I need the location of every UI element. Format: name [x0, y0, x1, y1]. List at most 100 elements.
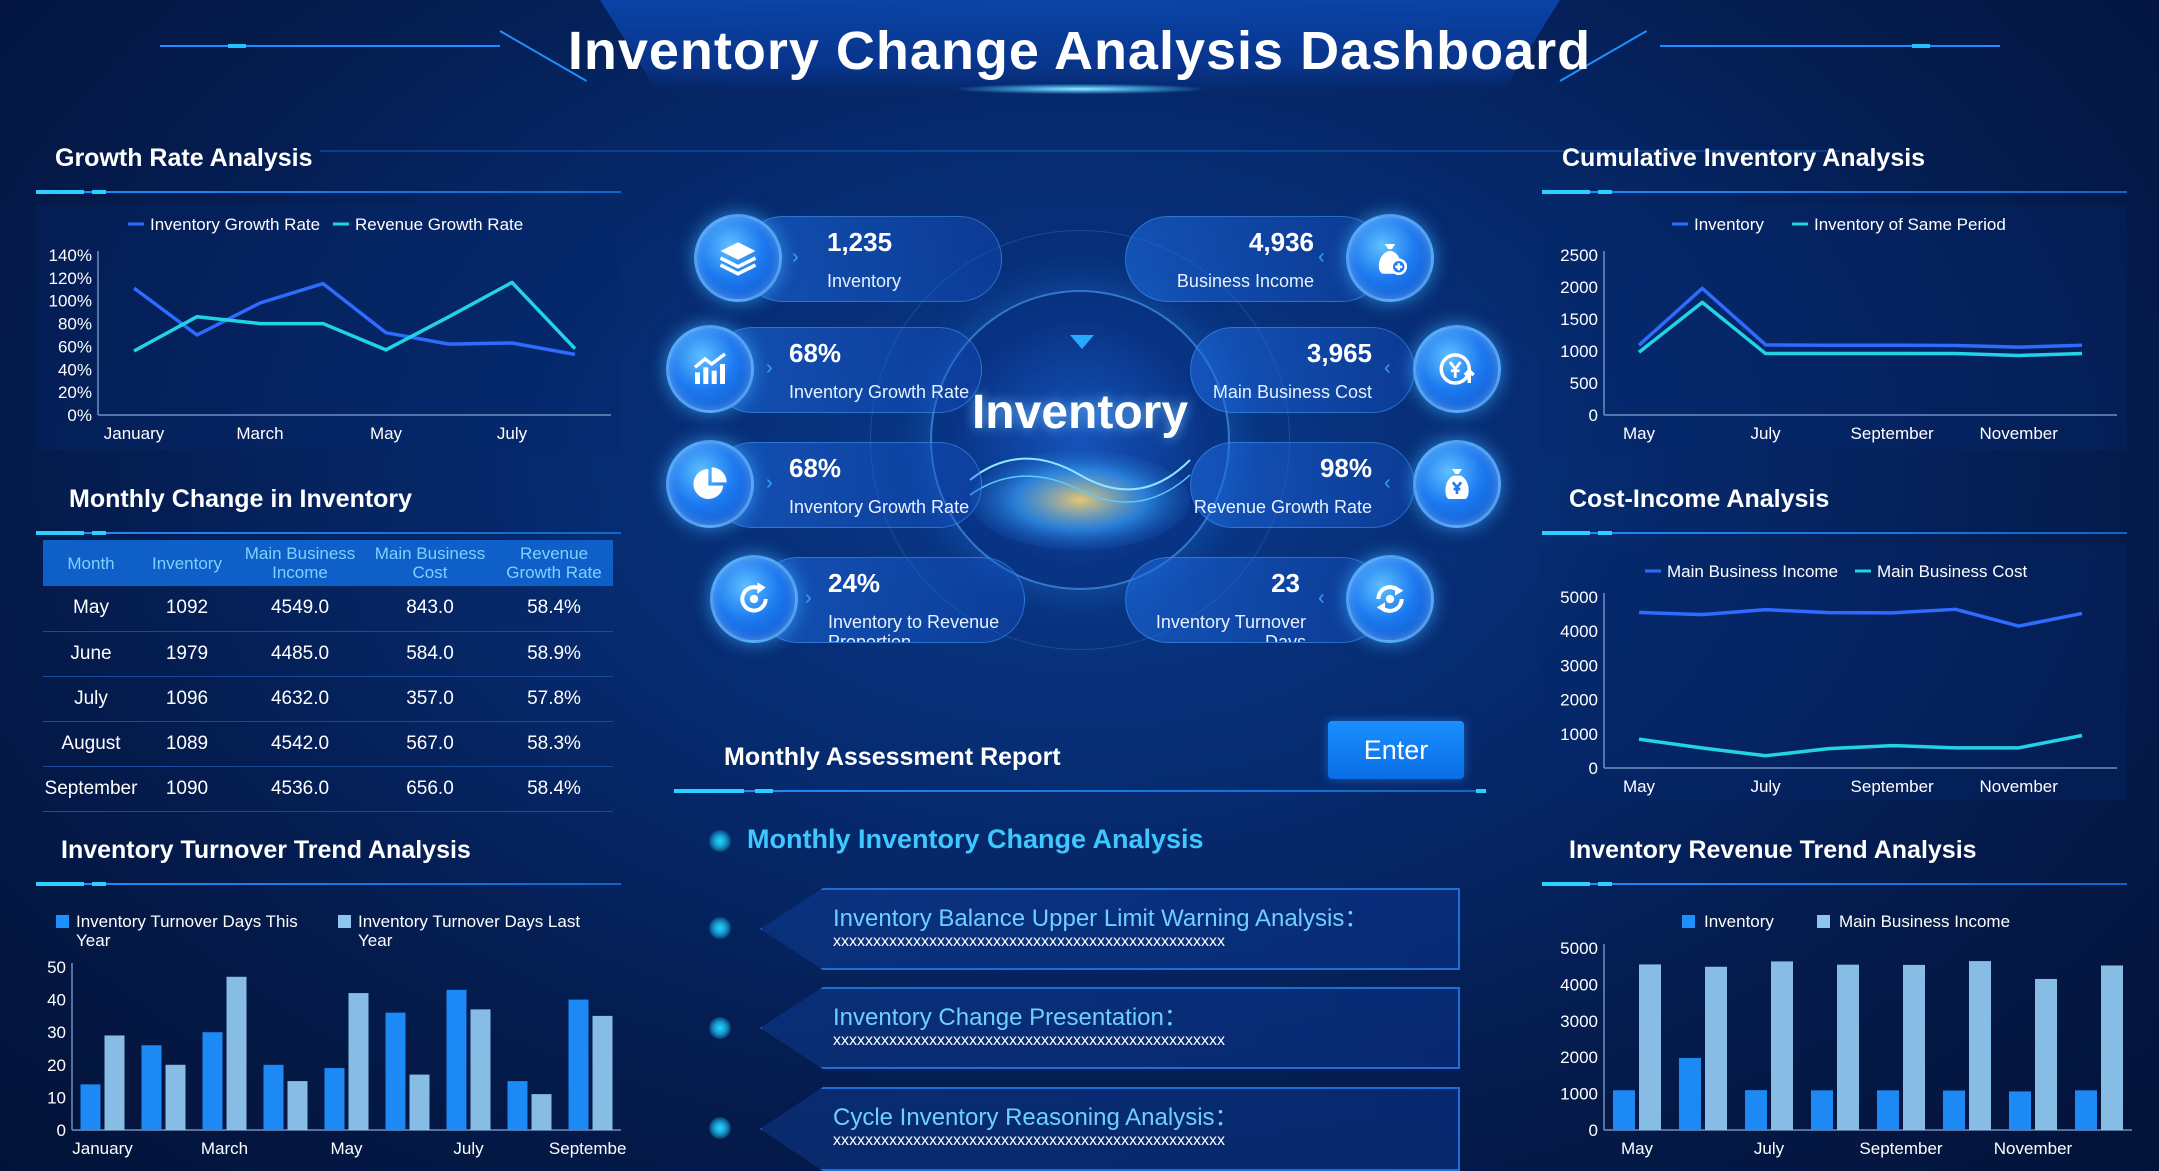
- legend-label: Main Business Income: [1839, 912, 2010, 931]
- cumulative-inventory-chart: 0 500 1000 1500 2000 2500 Inventory Inventory o…: [1560, 215, 2117, 443]
- y-tick-label: 0: [1589, 1121, 1598, 1140]
- report-item-card[interactable]: [760, 1087, 1460, 1171]
- x-tick-label: March: [201, 1139, 248, 1158]
- bar: [507, 1081, 528, 1130]
- bar: [1639, 964, 1661, 1130]
- refresh-cycle-icon[interactable]: [710, 555, 798, 643]
- cell-inventory: 1090: [139, 766, 235, 812]
- bar: [470, 1009, 491, 1130]
- money-bag-icon[interactable]: [1346, 214, 1434, 302]
- chevron-left-icon: ‹: [1318, 587, 1325, 609]
- bar: [1837, 964, 1859, 1130]
- bar: [324, 1068, 345, 1130]
- legend-swatch: [56, 915, 69, 928]
- yen-up-icon[interactable]: [1413, 325, 1501, 413]
- bar: [287, 1081, 308, 1130]
- kpi-inventory-growth-card-2[interactable]: 68% Inventory Growth Rate: [710, 442, 982, 528]
- bar: [531, 1094, 552, 1130]
- kpi-inventory-revenue-proportion-card[interactable]: 24% Inventory to Revenue Proportion: [755, 557, 1025, 643]
- y-tick-label: 140%: [49, 246, 92, 265]
- x-tick-label: January: [104, 424, 165, 443]
- pie-chart-icon[interactable]: [666, 440, 754, 528]
- cell-cost: 843.0: [365, 586, 495, 632]
- bar: [104, 1035, 125, 1130]
- x-tick-label: July: [497, 424, 528, 443]
- legend-swatch: [1682, 915, 1695, 928]
- enter-button[interactable]: Enter: [1328, 721, 1464, 779]
- col-revenue-growth-rate: Revenue Growth Rate: [495, 540, 613, 586]
- bar: [409, 1074, 430, 1130]
- bar: [1745, 1090, 1767, 1130]
- kpi-label: Inventory Growth Rate: [789, 382, 970, 402]
- report-item-text: xxxxxxxxxxxxxxxxxxxxxxxxxxxxxxxxxxxxxxxx…: [833, 1132, 1225, 1149]
- page-title: Inventory Change Analysis Dashboard: [567, 21, 1592, 81]
- y-tick-label: 80%: [58, 315, 92, 334]
- kpi-inventory-growth-card[interactable]: 68% Inventory Growth Rate: [710, 327, 982, 413]
- y-tick-label: 40%: [58, 360, 92, 379]
- kpi-label: Inventory Turnover Days: [1155, 612, 1306, 643]
- cell-growth: 58.4%: [495, 766, 613, 812]
- report-item-title: Inventory Change Presentation：: [833, 1004, 1188, 1031]
- bar: [1811, 1090, 1833, 1130]
- kpi-turnover-days-card[interactable]: 23 Inventory Turnover Days: [1125, 557, 1385, 643]
- kpi-revenue-growth-card[interactable]: 98% Revenue Growth Rate: [1190, 442, 1415, 528]
- cost-income-title: Cost-Income Analysis: [1569, 485, 1830, 513]
- report-item-card[interactable]: [760, 888, 1460, 970]
- header-arc-line: [320, 150, 1840, 152]
- table-row: August 1089 4542.0 567.0 58.3%: [43, 721, 613, 767]
- legend-swatch: [1817, 915, 1830, 928]
- cell-growth: 58.3%: [495, 721, 613, 767]
- yen-bag-icon[interactable]: [1413, 440, 1501, 528]
- center-wave-graphic: [969, 450, 1191, 550]
- bar: [2035, 978, 2057, 1130]
- y-tick-label: 20: [47, 1056, 66, 1075]
- kpi-value: 3,965: [1306, 338, 1372, 368]
- layers-icon[interactable]: [694, 214, 782, 302]
- section-tick-small: [1598, 190, 1612, 194]
- bar: [2101, 965, 2123, 1130]
- header-deco-dash-right: [1912, 44, 1930, 48]
- bar: [1877, 1090, 1899, 1130]
- kpi-value: 98%: [1319, 453, 1372, 483]
- section-tick-small: [1598, 882, 1612, 886]
- y-tick-label: 500: [1570, 374, 1598, 393]
- kpi-value: 4,936: [1248, 227, 1314, 257]
- table-row: September 1090 4536.0 656.0 58.4%: [43, 766, 613, 812]
- section-tick: [1542, 882, 1590, 886]
- section-underline: [674, 790, 1486, 792]
- y-tick-label: 50: [47, 958, 66, 977]
- bar: [226, 976, 247, 1130]
- growth-chart-icon[interactable]: [666, 325, 754, 413]
- y-tick-label: 2000: [1560, 691, 1598, 710]
- legend-swatch: [338, 915, 351, 928]
- y-tick-label: 4000: [1560, 622, 1598, 641]
- monthly-change-title: Monthly Change in Inventory: [69, 485, 413, 513]
- table-row: May 1092 4549.0 843.0 58.4%: [43, 586, 613, 632]
- bar: [2075, 1090, 2097, 1130]
- y-tick-label: 40: [47, 991, 66, 1010]
- section-underline: [1542, 191, 2127, 193]
- series-line: [1638, 607, 2083, 628]
- table-row: July 1096 4632.0 357.0 57.8%: [43, 676, 613, 722]
- kpi-main-business-cost-card[interactable]: 3,965 Main Business Cost: [1190, 327, 1415, 413]
- growth-rate-chart: 0% 20% 40% 60% 80% 100% 120% 140% Inventory Grow…: [49, 215, 611, 443]
- section-tick-small: [92, 531, 106, 535]
- bar: [141, 1045, 162, 1130]
- cell-inventory: 1979: [139, 631, 235, 677]
- y-tick-label: 20%: [58, 383, 92, 402]
- legend-label: Inventory of Same Period: [1814, 215, 2006, 234]
- kpi-inventory-card[interactable]: 1,235 Inventory: [740, 216, 1002, 302]
- cell-month: September: [43, 766, 139, 812]
- bar: [1613, 1090, 1635, 1130]
- legend-label: Inventory: [1704, 912, 1774, 931]
- turnover-cycle-icon[interactable]: [1346, 555, 1434, 643]
- chevron-left-icon: ‹: [1318, 246, 1325, 268]
- y-tick-label: 3000: [1560, 656, 1598, 675]
- header-deco-line-right: [1660, 45, 2000, 47]
- legend-label: Revenue Growth Rate: [355, 215, 523, 234]
- kpi-label: Main Business Cost: [1212, 382, 1372, 402]
- kpi-business-income-card[interactable]: 4,936 Business Income: [1125, 216, 1385, 302]
- series-line: [1638, 733, 2083, 758]
- growth-chart-panel: 0% 20% 40% 60% 80% 100% 120% 140% Inventory Grow…: [36, 205, 621, 450]
- report-item-card[interactable]: [760, 987, 1460, 1069]
